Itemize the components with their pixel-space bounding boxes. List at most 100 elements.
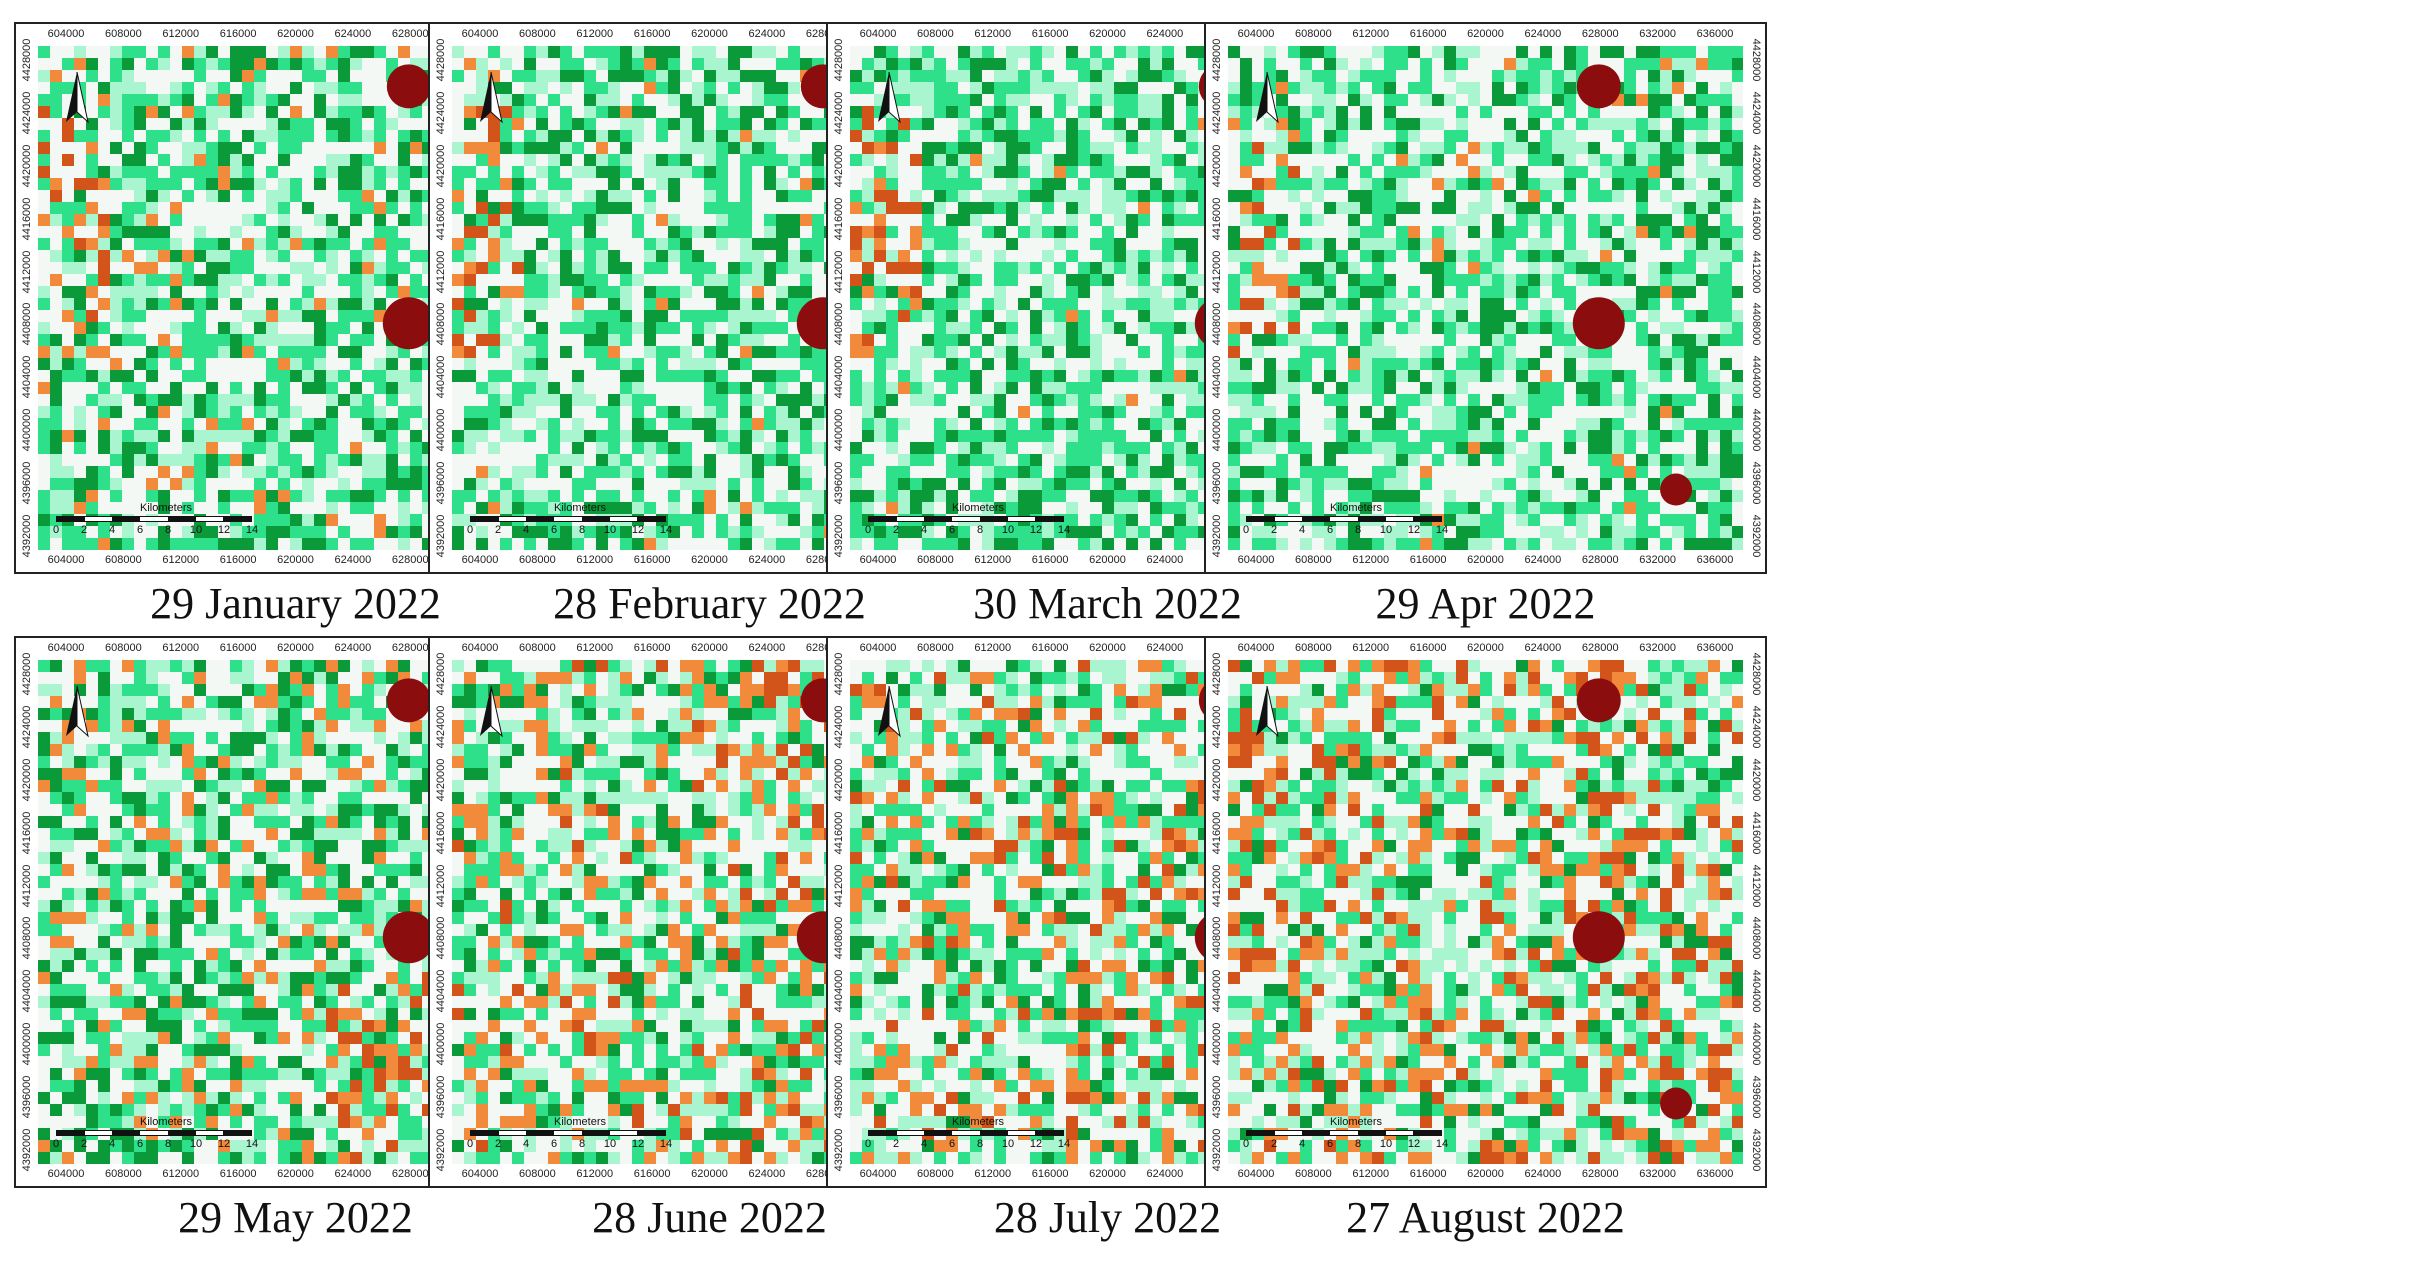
y-tick-label: 4404000 [1211, 969, 1223, 1013]
y-tick-label: 4400000 [21, 1022, 33, 1066]
scale-bar-label: 14 [245, 1138, 259, 1150]
y-tick-label: 4412000 [21, 864, 33, 907]
x-tick-label: 624000 [1146, 1168, 1184, 1180]
y-tick-label: 4416000 [435, 811, 447, 855]
scale-bar-title: Kilometers [952, 502, 1004, 514]
x-tick-label: 624000 [748, 28, 786, 40]
y-tick-label: 4392000 [1211, 1128, 1223, 1172]
scale-bar-label: 2 [494, 1138, 502, 1150]
dark-red-patch [386, 64, 431, 109]
x-tick-label: 620000 [277, 1168, 314, 1180]
scale-bar-label: 4 [1298, 524, 1306, 536]
y-tick-label: 4424000 [1750, 91, 1762, 135]
y-tick-label: 4428000 [435, 652, 447, 696]
x-tick-label: 608000 [917, 642, 954, 654]
map-panel: 604000 604000 608000 608000 612000 612000 6160… [1204, 636, 1767, 1248]
y-tick-label: 4416000 [1211, 197, 1223, 241]
scale-bar-label: 8 [976, 524, 984, 536]
x-tick-label: 616000 [1031, 642, 1069, 654]
x-tick-label: 632000 [1639, 554, 1676, 566]
scale-bar-label: 12 [217, 524, 231, 536]
scale-bar-title: Kilometers [554, 502, 606, 514]
x-tick-label: 624000 [1146, 554, 1184, 566]
scale-bar-label: 0 [466, 1138, 474, 1150]
y-tick-label: 4404000 [1750, 355, 1762, 399]
x-tick-label: 612000 [576, 642, 614, 654]
scale-bar-label: 2 [80, 524, 88, 536]
x-tick-label: 628000 [1581, 28, 1619, 40]
scale-bar-label: 14 [1057, 524, 1071, 536]
scale-bar-label: 2 [80, 1138, 88, 1150]
scale-bar: Kilometers 0 2 4 6 8 10 12 14 [1242, 502, 1448, 544]
panel-caption: 28 February 2022 [553, 579, 866, 628]
scale-bar-label: 6 [136, 1138, 144, 1150]
y-tick-label: 4400000 [1750, 408, 1762, 452]
x-tick-label: 624000 [1146, 28, 1184, 40]
scale-bar-track [470, 1130, 666, 1136]
y-tick-label: 4416000 [21, 197, 33, 241]
scale-bar-label: 10 [603, 524, 617, 536]
x-tick-label: 604000 [859, 642, 897, 654]
y-tick-label: 4428000 [21, 652, 33, 696]
dark-red-patch [386, 678, 431, 723]
x-tick-label: 620000 [691, 28, 728, 40]
scale-bar-label: 4 [920, 1138, 928, 1150]
x-tick-label: 608000 [105, 554, 142, 566]
y-tick-label: 4408000 [21, 917, 33, 960]
y-tick-label: 4424000 [435, 91, 447, 135]
y-tick-label: 4424000 [21, 91, 33, 135]
x-tick-label: 608000 [917, 1168, 954, 1180]
x-tick-label: 636000 [1696, 1168, 1734, 1180]
scale-bar-label: 10 [1379, 1138, 1393, 1150]
y-tick-label: 4400000 [833, 1022, 845, 1066]
x-tick-label: 616000 [1409, 642, 1447, 654]
north-arrow-icon [878, 686, 901, 738]
y-tick-label: 4424000 [1211, 705, 1223, 749]
dark-red-patch [1576, 64, 1621, 109]
y-tick-label: 4396000 [833, 461, 845, 505]
y-tick-label: 4428000 [833, 652, 845, 696]
scale-bar-label: 0 [1242, 524, 1250, 536]
x-tick-label: 616000 [219, 554, 257, 566]
panel-caption: 29 Apr 2022 [1375, 579, 1596, 628]
x-tick-label: 624000 [748, 1168, 786, 1180]
x-tick-label: 620000 [1089, 1168, 1126, 1180]
y-tick-label: 4400000 [435, 408, 447, 452]
x-tick-label: 604000 [47, 1168, 85, 1180]
x-tick-label: 604000 [47, 554, 85, 566]
x-tick-label: 628000 [391, 28, 429, 40]
y-tick-label: 4396000 [1750, 461, 1762, 505]
y-tick-label: 4424000 [833, 705, 845, 749]
y-tick-label: 4412000 [435, 250, 447, 293]
y-tick-label: 4408000 [833, 917, 845, 960]
x-tick-label: 604000 [1237, 642, 1275, 654]
x-tick-label: 616000 [1031, 554, 1069, 566]
y-tick-label: 4416000 [833, 197, 845, 241]
x-tick-label: 616000 [633, 642, 671, 654]
scale-bar-title: Kilometers [140, 1116, 192, 1128]
scale-bar-title: Kilometers [140, 502, 192, 514]
y-tick-label: 4420000 [435, 144, 447, 188]
y-tick-label: 4404000 [435, 355, 447, 399]
scale-bar-label: 0 [52, 1138, 60, 1150]
x-tick-label: 620000 [691, 1168, 728, 1180]
x-tick-label: 620000 [1089, 554, 1126, 566]
x-tick-label: 604000 [1237, 554, 1275, 566]
y-tick-label: 4396000 [21, 1075, 33, 1119]
x-tick-label: 612000 [576, 28, 614, 40]
y-tick-label: 4428000 [1211, 652, 1223, 696]
y-tick-label: 4408000 [1750, 917, 1762, 960]
scale-bar-title: Kilometers [952, 1116, 1004, 1128]
scale-bar: Kilometers 0 2 4 6 8 10 12 14 [865, 502, 1071, 544]
x-tick-label: 612000 [162, 554, 200, 566]
y-tick-label: 4408000 [1211, 917, 1223, 960]
scale-bar-label: 2 [892, 1138, 900, 1150]
ndvi-raster [1228, 46, 1743, 550]
scale-bar-label: 10 [189, 524, 203, 536]
scale-bar-title: Kilometers [1330, 502, 1382, 514]
x-tick-label: 612000 [1352, 554, 1390, 566]
x-tick-label: 636000 [1696, 642, 1734, 654]
scale-bar-label: 12 [1407, 524, 1421, 536]
y-tick-label: 4400000 [1750, 1022, 1762, 1066]
